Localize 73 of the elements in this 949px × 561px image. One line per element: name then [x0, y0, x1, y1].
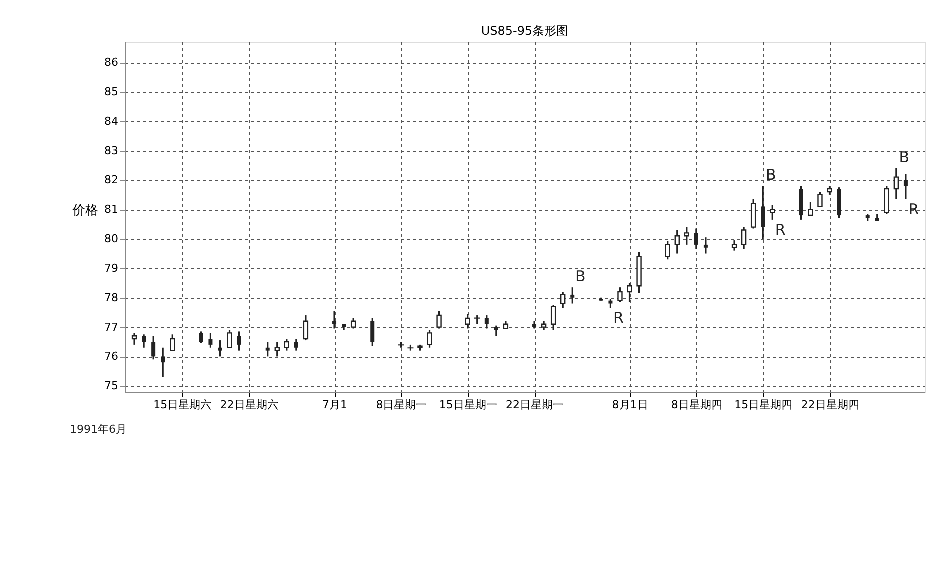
x-tick-label: 8日星期四	[671, 398, 722, 412]
candlestick	[618, 286, 623, 304]
y-tick-label: 85	[104, 86, 118, 98]
text: 1991年6月	[70, 423, 127, 436]
candlestick	[808, 201, 814, 216]
candlestick	[237, 330, 242, 352]
candlestick	[741, 226, 747, 250]
annotation: R	[613, 309, 624, 328]
candlestick	[665, 240, 670, 260]
annotation: B	[766, 166, 776, 184]
x-tick-label: 22日星期一	[506, 398, 564, 412]
candlestick	[694, 228, 698, 250]
x-tick-label: 15日星期六	[154, 398, 212, 412]
candlestick	[266, 341, 270, 358]
candlestick	[704, 236, 708, 255]
candlestick	[170, 334, 176, 352]
annotation: R	[775, 220, 786, 239]
annotation: R	[908, 200, 920, 218]
candlestick	[132, 332, 138, 346]
candlestick	[894, 168, 900, 200]
candlestick	[199, 330, 204, 344]
candlestick	[550, 304, 556, 332]
candlestick	[560, 291, 566, 309]
candlestick	[294, 338, 298, 352]
candlestick	[770, 204, 776, 221]
candlestick	[208, 332, 213, 349]
candlestick	[750, 198, 756, 230]
candlestick	[761, 185, 766, 240]
x-tick-label: 8月1日	[612, 398, 648, 412]
y-tick-label: 82	[104, 174, 118, 187]
candlestick	[904, 174, 908, 200]
y-tick-label: 77	[104, 320, 118, 334]
x-tick-label: 7月1	[322, 398, 348, 412]
annotation: B	[575, 268, 586, 286]
candlestick	[465, 313, 470, 330]
y-tick-label: 76	[104, 350, 118, 364]
candlestick	[350, 318, 356, 330]
candlestick	[427, 329, 432, 349]
y-tick-label: 86	[104, 56, 118, 70]
y-tick-label: 78	[104, 291, 118, 304]
y-tick-label: 83	[104, 144, 118, 158]
y-tick-label: 84	[104, 114, 118, 128]
candlestick	[627, 282, 632, 304]
candlestick	[161, 347, 166, 378]
x-tick-label: 15日星期四	[734, 398, 793, 412]
candlestick	[732, 240, 738, 252]
candlestick	[152, 335, 156, 360]
y-tick-label: 79	[104, 262, 118, 275]
candlestick	[884, 185, 890, 215]
candlestick	[370, 318, 375, 348]
y-tick-label: 81	[104, 203, 118, 216]
candlestick	[274, 341, 280, 358]
x-tick-label: 22日星期六	[220, 398, 278, 412]
candlestick	[818, 191, 823, 208]
candlestick	[284, 338, 290, 352]
y-tick-label: 75	[104, 380, 118, 393]
candlestick	[484, 314, 489, 330]
chart-title: US85-95条形图	[481, 24, 569, 38]
candlestick	[332, 310, 337, 330]
x-tick-label: 15日星期一	[439, 398, 498, 412]
candlestick	[674, 229, 680, 255]
y-axis-title: 价格	[72, 204, 98, 218]
candlestick	[303, 314, 309, 342]
x-tick-label: 8日星期一	[376, 398, 428, 412]
y-tick-label: 80	[104, 232, 118, 246]
candlestick	[436, 310, 442, 330]
candlestick	[684, 226, 690, 246]
candlestick	[227, 329, 232, 349]
annotation: B	[899, 148, 910, 166]
candlestick	[218, 340, 222, 358]
x-tick-label: 22日星期四	[801, 398, 860, 412]
candlestick	[570, 286, 575, 305]
candlestick	[142, 334, 146, 349]
